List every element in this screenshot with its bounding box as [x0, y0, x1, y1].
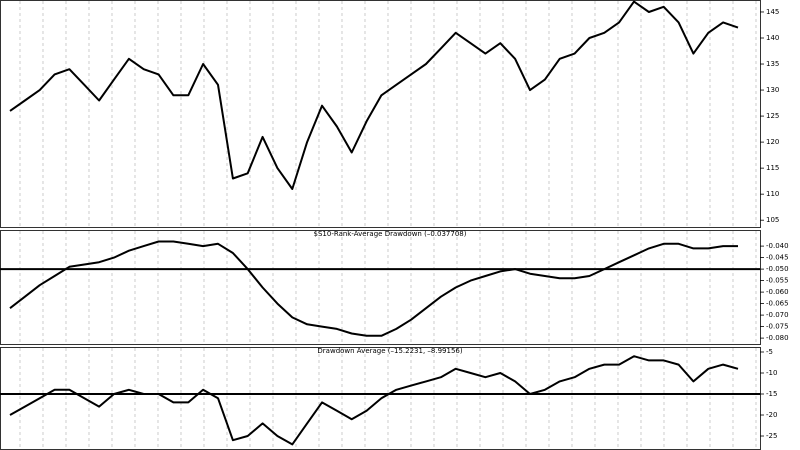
y-tick-label: -0.075 [766, 323, 789, 331]
y-tick-label: -0.045 [766, 254, 789, 262]
y-tick-label: -0.040 [766, 242, 789, 250]
y-tick-label: 145 [766, 8, 779, 16]
y-tick-label: -0.065 [766, 300, 789, 308]
y-tick-label: 135 [766, 60, 779, 68]
panel-frame [0, 230, 761, 345]
panel-frame [0, 0, 761, 228]
panel-title: $S10-Rank-Average Drawdown (–0.037708) [314, 230, 467, 238]
y-tick-label: 130 [766, 86, 779, 94]
y-tick-label: -10 [766, 369, 777, 377]
y-tick-label: 105 [766, 216, 779, 224]
y-tick-label: 110 [766, 190, 779, 198]
y-tick-label: -20 [766, 411, 777, 419]
y-tick-label: -0.055 [766, 277, 789, 285]
y-tick-label: 125 [766, 112, 779, 120]
y-tick-label: -25 [766, 432, 777, 440]
y-tick-label: -0.060 [766, 288, 789, 296]
panel-title: Drawdown Average (–15.2231, –8.99156) [317, 347, 462, 355]
y-tick-label: -0.070 [766, 311, 789, 319]
data-line [9, 240, 738, 337]
y-tick-label: 120 [766, 138, 779, 146]
y-tick-label: -0.050 [766, 265, 789, 273]
y-tick-label: -0.080 [766, 334, 789, 342]
data-line [9, 355, 739, 446]
data-line [9, 0, 739, 190]
y-tick-label: 115 [766, 164, 779, 172]
y-tick-label: 140 [766, 34, 779, 42]
y-tick-label: -5 [766, 348, 773, 356]
y-tick-label: -15 [766, 390, 777, 398]
